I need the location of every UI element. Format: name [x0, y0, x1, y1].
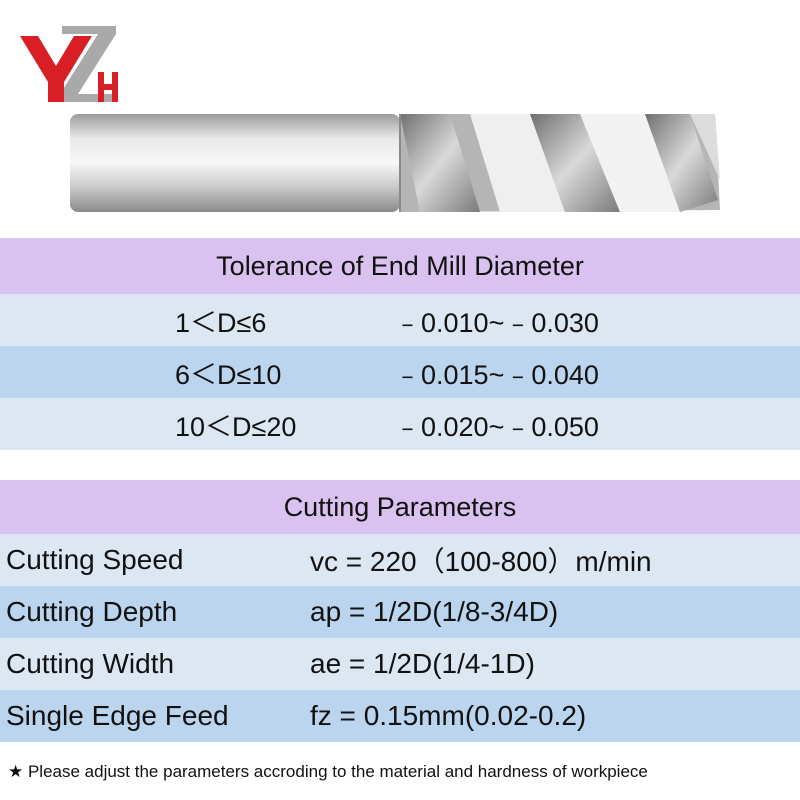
table-row: 6＜D≤10 ﹣0.015~﹣0.040 — [0, 346, 800, 398]
footnote: ★ Please adjust the parameters accroding… — [8, 762, 648, 781]
table-row: 1＜D≤6 ﹣0.010~﹣0.030 — [0, 294, 800, 346]
diameter-range: 1＜D≤6 — [175, 307, 267, 338]
table-row: Cutting Speed vc = 220（100-800）m/min — [0, 534, 800, 586]
diameter-range: 6＜D≤10 — [175, 359, 282, 390]
tolerance-value: ﹣0.015~﹣0.040 — [394, 359, 599, 390]
tolerance-title: Tolerance of End Mill Diameter — [216, 250, 584, 281]
parameter-label: Single Edge Feed — [6, 700, 229, 731]
parameter-value: ae = 1/2D(1/4-1D) — [310, 648, 535, 679]
parameter-value: fz = 0.15mm(0.02-0.2) — [310, 700, 587, 731]
parameter-value: vc = 220（100-800）m/min — [310, 546, 652, 577]
table-row: 10＜D≤20 ﹣0.020~﹣0.050 — [0, 398, 800, 450]
end-mill-icon — [70, 114, 720, 212]
table-row: Cutting Width ae = 1/2D(1/4-1D) — [0, 638, 800, 690]
brand-logo — [20, 26, 118, 102]
table-row: Cutting Depth ap = 1/2D(1/8-3/4D) — [0, 586, 800, 638]
tolerance-header: Tolerance of End Mill Diameter — [0, 238, 800, 294]
parameter-label: Cutting Speed — [6, 544, 184, 575]
cutting-header: Cutting Parameters — [0, 480, 800, 534]
diameter-range: 10＜D≤20 — [175, 411, 297, 442]
cutting-title: Cutting Parameters — [283, 491, 517, 522]
tolerance-value: ﹣0.020~﹣0.050 — [394, 411, 599, 442]
parameter-label: Cutting Width — [6, 648, 175, 679]
table-row: Single Edge Feed fz = 0.15mm(0.02-0.2) — [0, 690, 800, 742]
parameter-value: ap = 1/2D(1/8-3/4D) — [310, 596, 559, 627]
parameter-label: Cutting Depth — [6, 596, 178, 627]
tolerance-value: ﹣0.010~﹣0.030 — [394, 307, 599, 338]
